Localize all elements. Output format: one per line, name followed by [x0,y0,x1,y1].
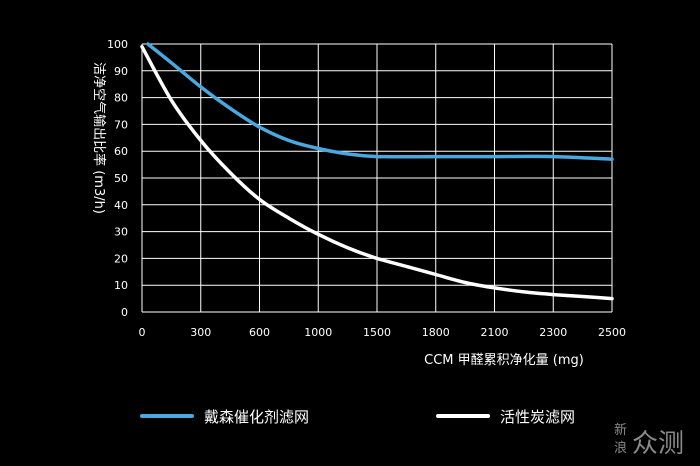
y-tick-label: 20 [114,252,128,265]
y-tick-label: 30 [114,226,128,239]
y-tick-label: 70 [114,118,128,131]
x-tick-label: 2500 [598,326,626,339]
y-tick-label: 80 [114,92,128,105]
y-tick-label: 50 [114,172,128,185]
x-tick-label: 600 [249,326,270,339]
y-tick-label: 0 [121,306,128,319]
x-tick-label: 300 [190,326,211,339]
x-tick-label: 2100 [481,326,509,339]
watermark-brand: 众测 [632,429,684,459]
y-tick-label: 40 [114,199,128,212]
x-tick-label: 1800 [422,326,450,339]
x-tick-label: 1000 [304,326,332,339]
legend-label-0: 戴森催化剂滤网 [204,408,309,426]
watermark-char-2: 浪 [614,441,627,456]
legend-label-1: 活性炭滤网 [500,408,575,426]
watermark: 新 浪 众测 [614,422,684,459]
series-lines [140,42,614,301]
watermark-char-1: 新 [614,422,627,438]
y-tick-label: 10 [114,279,128,292]
x-tick-label: 1500 [363,326,391,339]
series-line-1 [140,44,614,301]
y-tick-label: 90 [114,65,128,78]
y-tick-label: 60 [114,145,128,158]
x-tick-labels: 0 300 600 1000 1500 1800 2100 2300 2500 [139,326,627,339]
x-tick-label: 0 [139,326,146,339]
grid [141,43,613,313]
y-tick-label: 100 [107,38,128,51]
y-tick-labels: 0 10 20 30 40 50 60 70 80 90 100 [107,38,128,319]
x-axis-title: CCM 甲醛累积净化量 (mg) [424,352,584,368]
y-axis-title: 洁净空气输出比率 (m3/h) [91,62,107,214]
series-line-0 [146,42,614,161]
legend: 戴森催化剂滤网 活性炭滤网 [140,408,575,426]
x-tick-label: 2300 [539,326,567,339]
